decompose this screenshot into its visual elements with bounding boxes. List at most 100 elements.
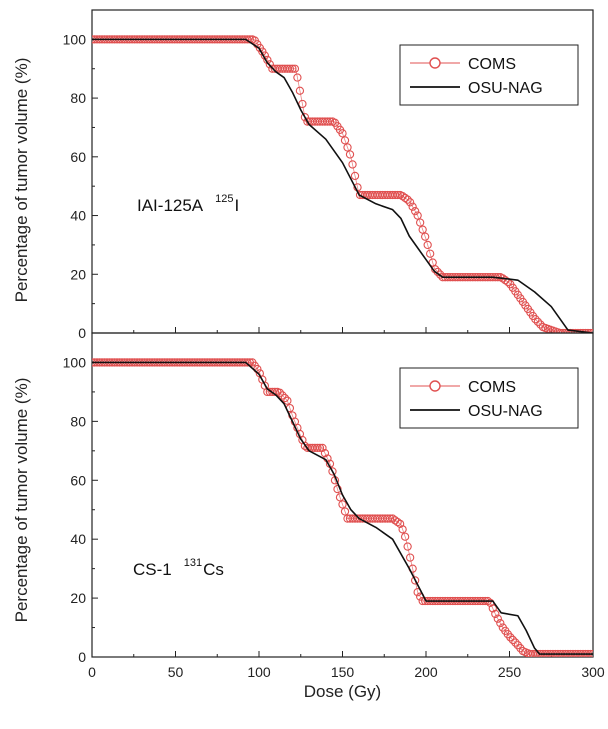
x-tick-label: 300 bbox=[581, 664, 605, 680]
y-tick-label: 20 bbox=[70, 590, 86, 606]
y-tick-label: 40 bbox=[70, 208, 86, 224]
coms-point bbox=[403, 542, 412, 551]
coms-point bbox=[400, 193, 410, 203]
x-axis-label: Dose (Gy) bbox=[304, 682, 381, 701]
coms-point bbox=[300, 441, 310, 451]
coms-point bbox=[496, 618, 505, 628]
coms-point bbox=[278, 391, 287, 400]
legend-box bbox=[399, 367, 579, 429]
legend-label: COMS bbox=[468, 56, 516, 73]
coms-point bbox=[338, 129, 347, 138]
coms-point bbox=[531, 315, 540, 324]
coms-point bbox=[400, 532, 410, 541]
panel-annotation: CS-1 131 Cs bbox=[133, 557, 224, 579]
y-tick-label: 0 bbox=[78, 325, 86, 341]
y-tick-label: 40 bbox=[70, 531, 86, 547]
annotation-isotope-mass: 125 bbox=[215, 193, 233, 205]
coms-point bbox=[546, 325, 555, 333]
plot-area bbox=[92, 358, 593, 657]
coms-point bbox=[423, 240, 432, 250]
x-tick-label: 150 bbox=[331, 664, 355, 680]
coms-point bbox=[283, 396, 292, 405]
y-tick-label: 100 bbox=[63, 31, 87, 47]
y-tick-label: 80 bbox=[70, 413, 86, 429]
x-tick-label: 250 bbox=[498, 664, 522, 680]
coms-point bbox=[350, 171, 360, 181]
y-tick-label: 20 bbox=[70, 266, 86, 282]
legend: COMS OSU-NAG bbox=[399, 367, 579, 429]
y-axis-label: Percentage of tumor volume (%) bbox=[12, 58, 31, 303]
x-tick-label: 100 bbox=[247, 664, 271, 680]
coms-point bbox=[280, 393, 290, 403]
coms-point bbox=[413, 211, 422, 220]
annotation-isotope-mass: 131 bbox=[184, 557, 202, 569]
y-axis-label-bottom: Percentage of tumor volume (%) bbox=[12, 378, 31, 623]
panel-bottom: 0 20 40 60 80 100 0 50 100 150 200 250 300 COMS OSU-NA… bbox=[63, 332, 605, 680]
coms-point bbox=[488, 604, 497, 613]
y-tick-label: 0 bbox=[78, 649, 86, 665]
coms-point bbox=[421, 232, 430, 241]
legend-swatch-marker bbox=[429, 380, 441, 392]
coms-point bbox=[333, 484, 342, 494]
coms-point bbox=[393, 517, 402, 527]
series-osu-nag-line bbox=[92, 38, 593, 333]
coms-point bbox=[533, 317, 543, 326]
y-tick-label: 60 bbox=[70, 149, 86, 165]
coms-point bbox=[410, 206, 420, 216]
coms-point bbox=[416, 218, 425, 227]
series-osu-nag-line bbox=[92, 361, 593, 655]
legend-swatch-marker bbox=[429, 57, 441, 69]
y-tick-label: 80 bbox=[70, 90, 86, 106]
panel-annotation: IAI-125A 125 I bbox=[137, 193, 239, 215]
coms-point bbox=[436, 270, 445, 279]
coms-point bbox=[275, 388, 285, 397]
coms-point bbox=[408, 202, 417, 211]
coms-point bbox=[410, 576, 420, 585]
coms-point bbox=[345, 150, 355, 159]
series-coms-line bbox=[92, 38, 593, 333]
coms-point bbox=[265, 60, 275, 69]
x-tick-label: 50 bbox=[168, 664, 184, 680]
annotation-isotope-symbol: I bbox=[235, 196, 240, 215]
legend: COMS OSU-NAG bbox=[399, 44, 579, 106]
legend-label: COMS bbox=[468, 379, 516, 396]
coms-point bbox=[320, 449, 330, 458]
legend-box bbox=[399, 44, 579, 106]
coms-point bbox=[426, 249, 435, 258]
coms-point bbox=[511, 638, 520, 647]
coms-point bbox=[293, 73, 302, 82]
coms-point bbox=[340, 136, 350, 145]
coms-point bbox=[491, 609, 500, 619]
panel-top: 0 20 40 60 80 100 COMS OSU-NAG IAI-125A 125 I bbox=[63, 9, 594, 341]
coms-point bbox=[348, 160, 357, 169]
coms-point bbox=[508, 635, 517, 645]
y-tick-label: 100 bbox=[63, 354, 87, 370]
coms-point bbox=[338, 500, 347, 509]
x-tick-label: 0 bbox=[88, 664, 96, 680]
coms-point bbox=[551, 327, 560, 333]
coms-point bbox=[295, 86, 305, 95]
legend-label: OSU-NAG bbox=[468, 80, 543, 97]
legend-label: OSU-NAG bbox=[468, 403, 543, 420]
coms-point bbox=[501, 275, 510, 285]
coms-point bbox=[395, 519, 405, 529]
x-tick-label: 200 bbox=[414, 664, 438, 680]
coms-point bbox=[405, 198, 415, 207]
coms-point bbox=[328, 467, 337, 476]
coms-point bbox=[340, 507, 350, 516]
coms-point bbox=[405, 553, 415, 562]
coms-point bbox=[506, 633, 515, 642]
coms-point bbox=[418, 225, 427, 234]
coms-point bbox=[398, 525, 407, 534]
annotation-label: IAI-125A bbox=[137, 196, 204, 215]
coms-point bbox=[300, 113, 310, 122]
coms-point bbox=[343, 143, 352, 152]
annotation-isotope-symbol: Cs bbox=[203, 560, 224, 579]
y-tick-label: 60 bbox=[70, 472, 86, 488]
series-coms-line bbox=[92, 362, 593, 655]
coms-point bbox=[493, 614, 502, 623]
coms-point bbox=[548, 326, 558, 333]
annotation-label: CS-1 bbox=[133, 560, 172, 579]
coms-point bbox=[403, 195, 412, 204]
